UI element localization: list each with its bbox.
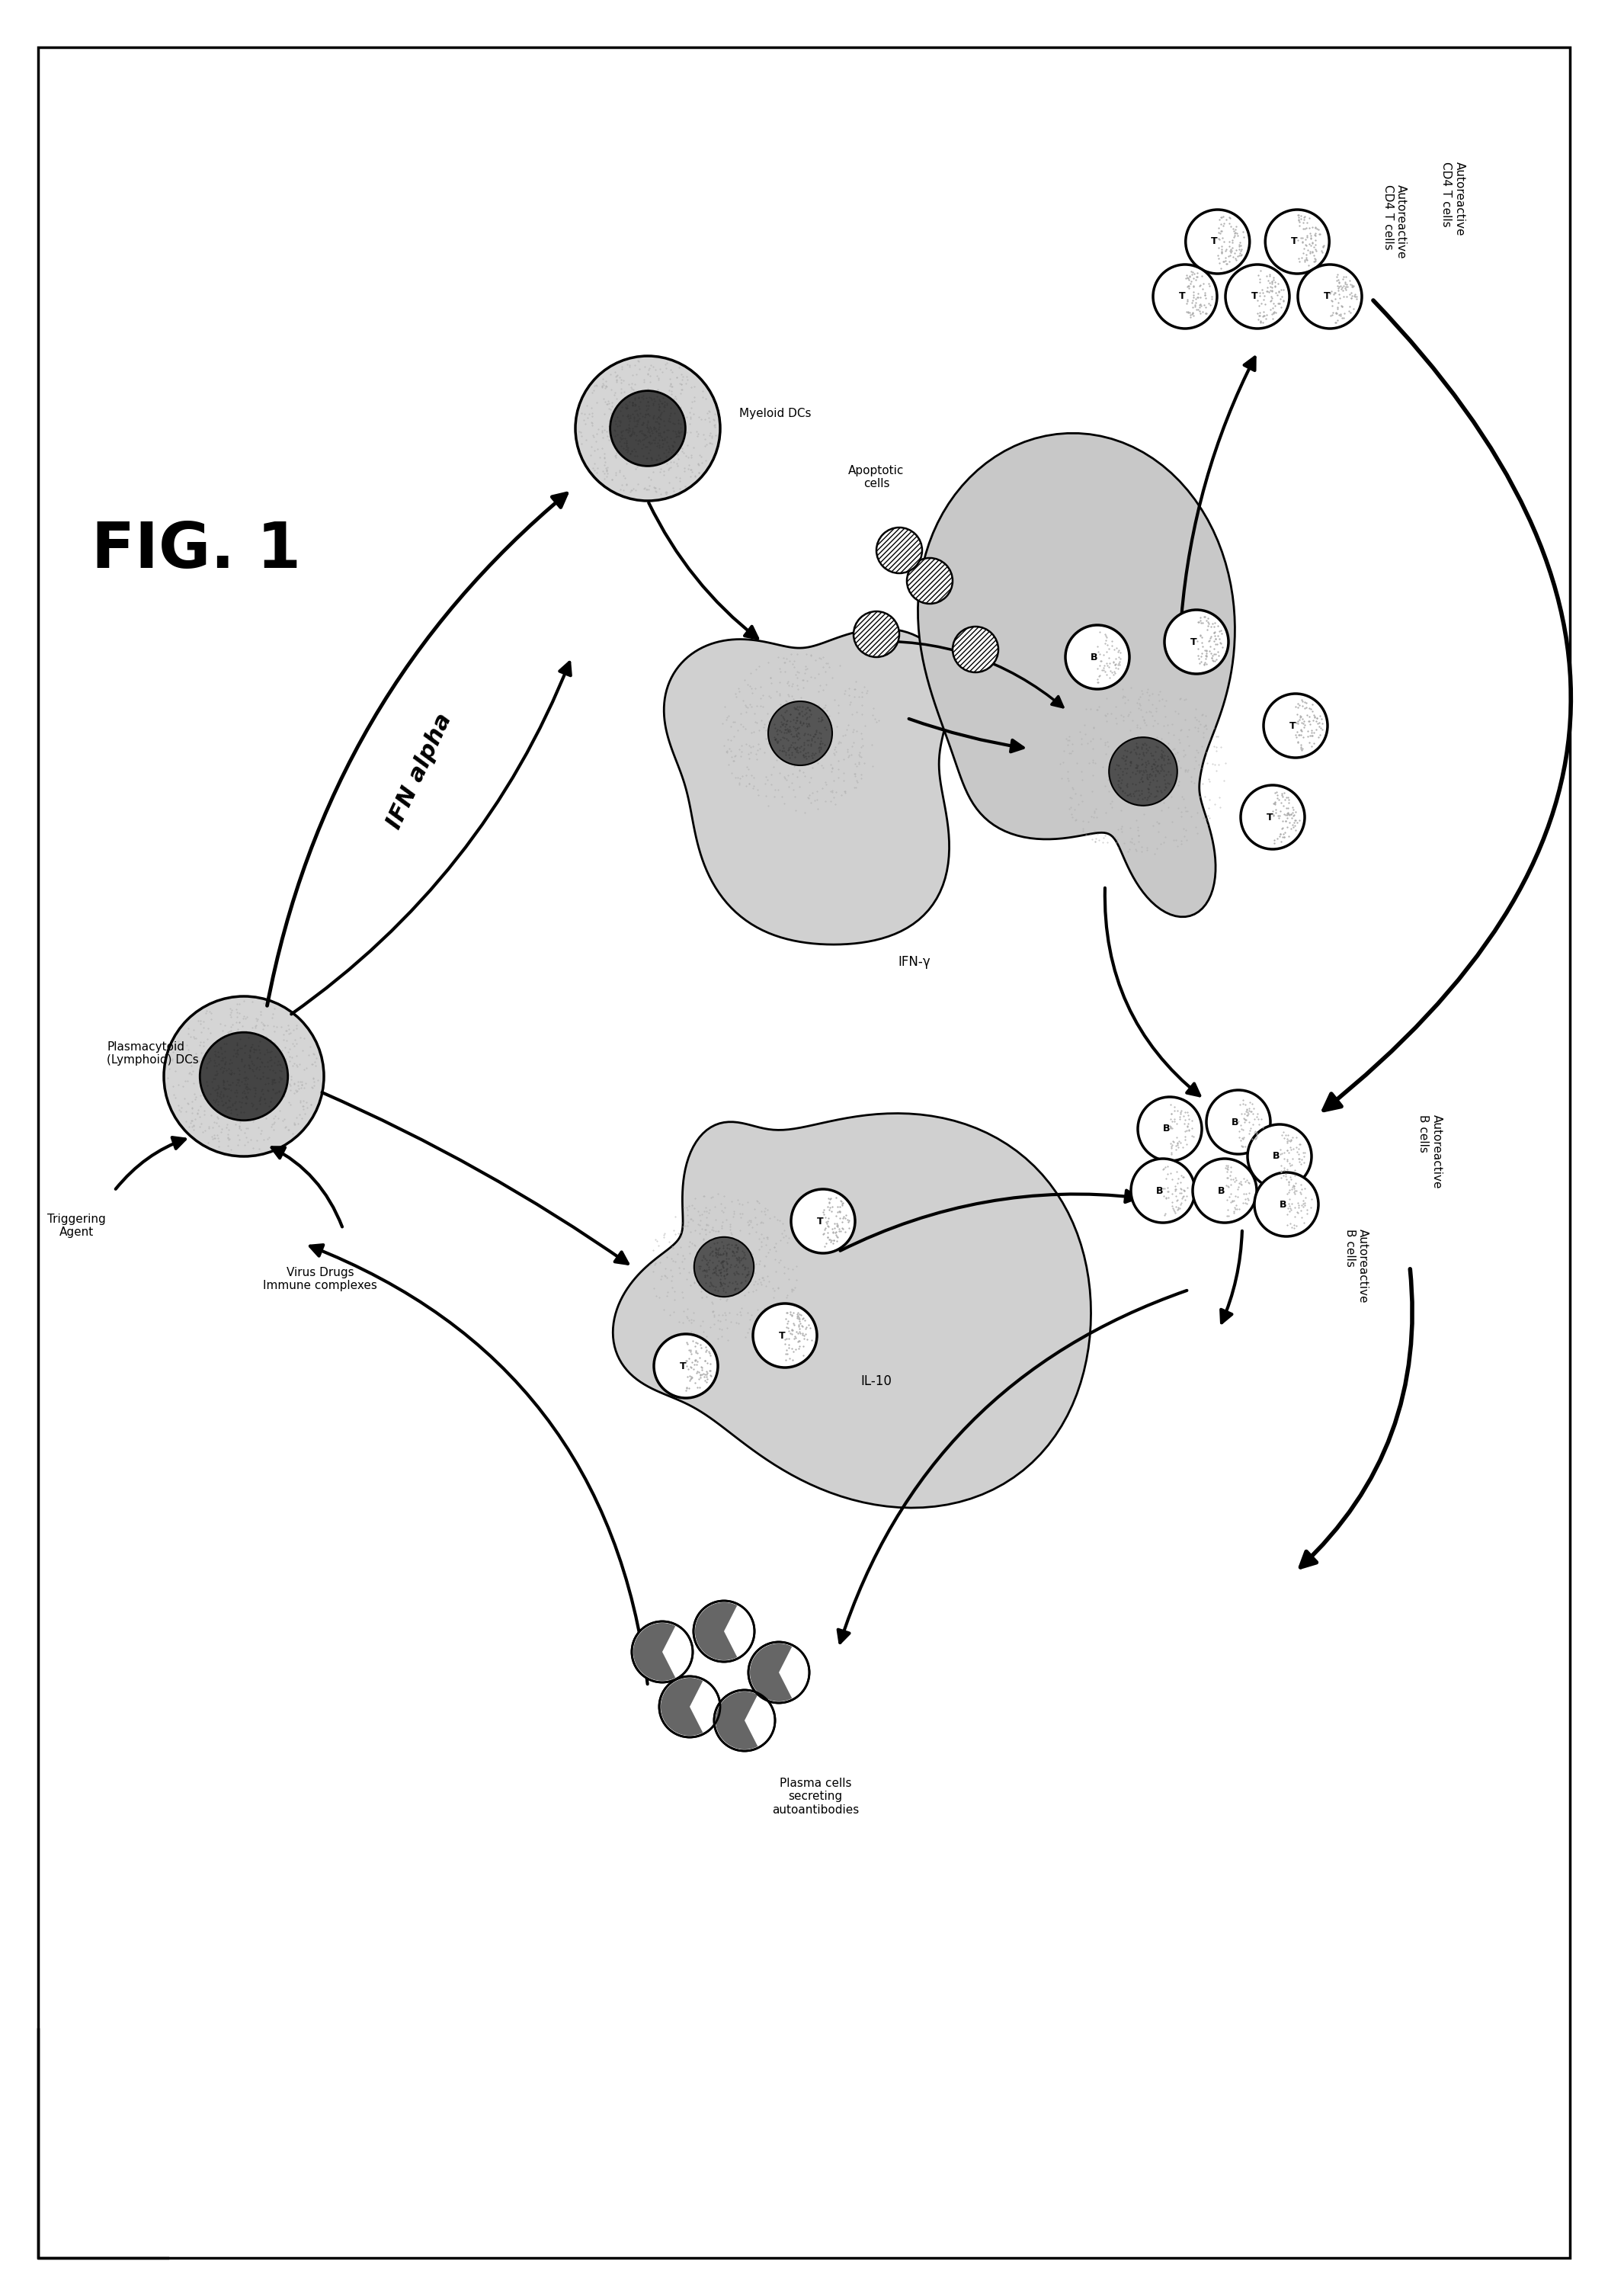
Polygon shape: [695, 1603, 737, 1660]
FancyArrowPatch shape: [840, 1189, 1137, 1251]
Circle shape: [1186, 209, 1249, 273]
Text: T: T: [817, 1217, 823, 1226]
Text: B: B: [1091, 652, 1098, 661]
Polygon shape: [612, 1114, 1091, 1508]
Circle shape: [1065, 625, 1129, 689]
Circle shape: [1130, 1159, 1195, 1224]
Text: FIG. 1: FIG. 1: [91, 519, 300, 581]
Text: T: T: [1179, 292, 1186, 301]
Circle shape: [768, 700, 831, 765]
Circle shape: [632, 1621, 693, 1683]
Circle shape: [693, 1600, 755, 1662]
Text: IL-10: IL-10: [861, 1375, 892, 1389]
Circle shape: [1263, 693, 1327, 758]
Text: Plasma cells
secreting
autoantibodies: Plasma cells secreting autoantibodies: [771, 1777, 859, 1816]
Text: B: B: [1218, 1185, 1224, 1196]
Polygon shape: [716, 1692, 758, 1750]
Text: B: B: [1273, 1150, 1280, 1162]
Text: IFN alpha: IFN alpha: [383, 709, 455, 833]
Circle shape: [1298, 264, 1363, 328]
Text: B: B: [1280, 1199, 1286, 1210]
Circle shape: [754, 1304, 817, 1368]
Circle shape: [854, 611, 900, 657]
Text: Apoptotic
cells: Apoptotic cells: [848, 464, 905, 489]
Text: B: B: [1156, 1185, 1163, 1196]
FancyArrowPatch shape: [322, 1093, 628, 1263]
Text: IFN-γ: IFN-γ: [898, 955, 931, 969]
Circle shape: [200, 1033, 287, 1120]
Circle shape: [1265, 209, 1330, 273]
Polygon shape: [664, 629, 950, 944]
FancyArrowPatch shape: [909, 719, 1023, 751]
Text: T: T: [1267, 813, 1273, 822]
Circle shape: [1241, 785, 1304, 850]
Text: Virus Drugs
Immune complexes: Virus Drugs Immune complexes: [263, 1267, 377, 1293]
Text: T: T: [1289, 721, 1296, 730]
Text: T: T: [1212, 236, 1218, 246]
Text: T: T: [1250, 292, 1257, 301]
Circle shape: [575, 356, 719, 501]
Circle shape: [1192, 1159, 1257, 1224]
FancyArrowPatch shape: [838, 1290, 1187, 1642]
Text: Plasmacytoid
(Lymphoid) DCs: Plasmacytoid (Lymphoid) DCs: [107, 1040, 198, 1065]
Text: Autoreactive
CD4 T cells: Autoreactive CD4 T cells: [1440, 161, 1465, 236]
Circle shape: [1138, 1097, 1202, 1162]
Circle shape: [1226, 264, 1289, 328]
FancyArrowPatch shape: [1221, 1231, 1242, 1322]
Circle shape: [1164, 611, 1228, 673]
Text: T: T: [679, 1362, 685, 1371]
Text: T: T: [778, 1332, 784, 1341]
Circle shape: [611, 390, 685, 466]
FancyArrowPatch shape: [864, 641, 1064, 707]
FancyArrowPatch shape: [266, 494, 567, 1006]
Circle shape: [749, 1642, 809, 1704]
Polygon shape: [750, 1644, 793, 1701]
FancyArrowPatch shape: [1104, 889, 1200, 1095]
Circle shape: [1153, 264, 1216, 328]
FancyArrowPatch shape: [310, 1244, 648, 1683]
Circle shape: [1109, 737, 1177, 806]
Circle shape: [906, 558, 953, 604]
Text: B: B: [1231, 1118, 1239, 1127]
FancyArrowPatch shape: [1181, 358, 1255, 618]
Text: Autoreactive
B cells: Autoreactive B cells: [1345, 1228, 1369, 1304]
Circle shape: [1207, 1091, 1270, 1155]
Polygon shape: [918, 434, 1234, 916]
Polygon shape: [633, 1623, 676, 1681]
Text: T: T: [1324, 292, 1330, 301]
Text: T: T: [1190, 636, 1197, 647]
FancyArrowPatch shape: [271, 1148, 343, 1226]
Circle shape: [1247, 1125, 1312, 1189]
Circle shape: [693, 1238, 754, 1297]
Text: Autoreactive
B cells: Autoreactive B cells: [1418, 1114, 1442, 1189]
Circle shape: [877, 528, 922, 574]
Circle shape: [659, 1676, 719, 1738]
FancyArrowPatch shape: [1324, 301, 1570, 1111]
Text: T: T: [1291, 236, 1298, 246]
Circle shape: [654, 1334, 718, 1398]
Text: Autoreactive
CD4 T cells: Autoreactive CD4 T cells: [1382, 184, 1406, 259]
Circle shape: [791, 1189, 856, 1254]
FancyArrowPatch shape: [648, 503, 758, 638]
FancyArrowPatch shape: [1301, 1270, 1413, 1568]
Circle shape: [953, 627, 999, 673]
Text: B: B: [1163, 1125, 1171, 1134]
Circle shape: [164, 996, 323, 1157]
FancyArrowPatch shape: [115, 1137, 185, 1189]
Polygon shape: [661, 1678, 703, 1736]
FancyArrowPatch shape: [291, 661, 570, 1015]
Circle shape: [1254, 1173, 1319, 1238]
Text: Myeloid DCs: Myeloid DCs: [739, 406, 812, 418]
Text: Triggering
Agent: Triggering Agent: [47, 1215, 106, 1238]
Circle shape: [715, 1690, 775, 1752]
